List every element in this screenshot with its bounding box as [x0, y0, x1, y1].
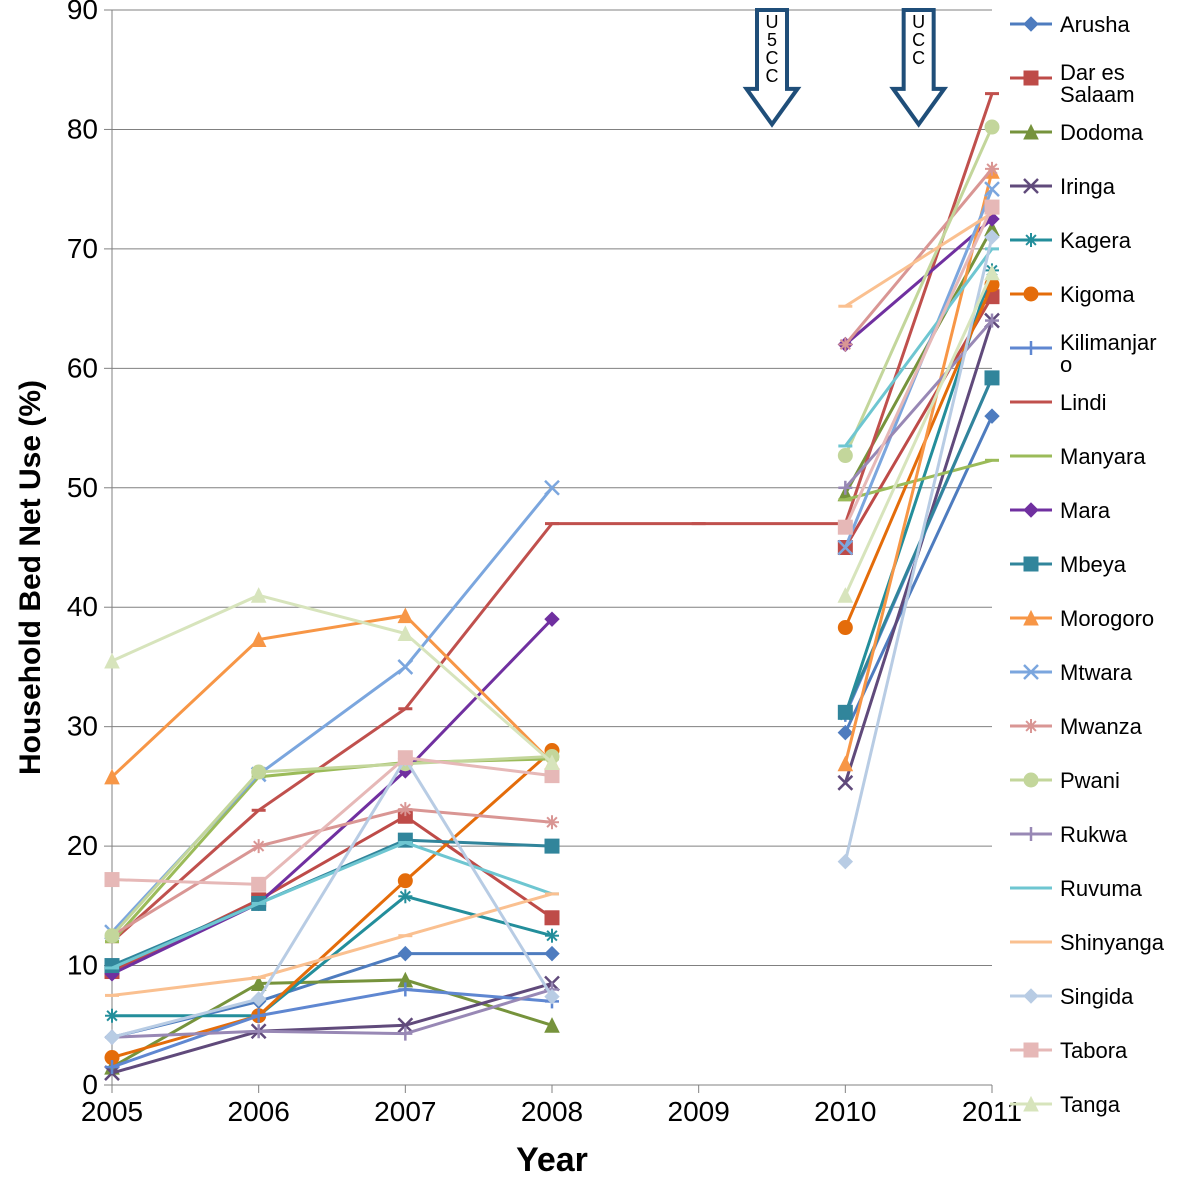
marker [985, 120, 999, 134]
legend-label: Iringa [1060, 174, 1116, 199]
legend-item: Manyara [1010, 444, 1146, 469]
x-tick-label: 2006 [228, 1096, 290, 1127]
legend-item: Singida [1010, 984, 1134, 1009]
arrow-label-char: U [766, 12, 779, 32]
x-tick-label: 2011 [962, 1096, 1022, 1127]
marker [252, 765, 266, 779]
legend-item: Mtwara [1010, 660, 1133, 685]
legend-item: Kagera [1010, 228, 1132, 253]
marker [545, 769, 559, 783]
legend-item: Mbeya [1010, 552, 1127, 577]
arrow-label-char: 5 [767, 30, 777, 50]
marker [1024, 557, 1038, 571]
legend-item: Dodoma [1010, 120, 1144, 145]
legend-item: Shinyanga [1010, 930, 1165, 955]
legend-item: Arusha [1010, 12, 1130, 37]
legend-label: Dodoma [1060, 120, 1144, 145]
legend-label: Tanga [1060, 1092, 1121, 1117]
legend-item: Kigoma [1010, 282, 1135, 307]
arrow-label-char: U [912, 12, 925, 32]
legend-item: Ruvuma [1010, 876, 1143, 901]
y-tick-label: 50 [67, 472, 98, 503]
legend-item: Rukwa [1010, 822, 1128, 847]
marker [1024, 71, 1038, 85]
legend-label: Singida [1060, 984, 1134, 1009]
arrow-label-char: C [766, 66, 779, 86]
legend-label: Arusha [1060, 12, 1130, 37]
marker [1024, 503, 1038, 517]
x-tick-label: 2009 [668, 1096, 730, 1127]
y-tick-label: 20 [67, 830, 98, 861]
marker [838, 449, 852, 463]
marker [105, 929, 119, 943]
legend-item: Mwanza [1010, 714, 1143, 739]
x-tick-label: 2007 [374, 1096, 436, 1127]
arrow-label-char: C [912, 30, 925, 50]
legend-item: Tabora [1010, 1038, 1128, 1063]
legend-label: Salaam [1060, 82, 1135, 107]
legend-label: Rukwa [1060, 822, 1128, 847]
legend-item: Tanga [1010, 1092, 1121, 1117]
legend-label: Tabora [1060, 1038, 1128, 1063]
y-tick-label: 10 [67, 950, 98, 981]
y-tick-label: 90 [67, 0, 98, 25]
y-tick-label: 60 [67, 352, 98, 383]
legend-label: o [1060, 352, 1072, 377]
legend-label: Mbeya [1060, 552, 1127, 577]
legend-label: Kagera [1060, 228, 1132, 253]
x-tick-label: 2008 [521, 1096, 583, 1127]
legend-item: Dar esSalaam [1010, 60, 1135, 107]
legend-item: Mara [1010, 498, 1111, 523]
marker [1024, 773, 1038, 787]
legend-label: Shinyanga [1060, 930, 1165, 955]
y-tick-label: 80 [67, 113, 98, 144]
marker [105, 873, 119, 887]
legend-item: Pwani [1010, 768, 1120, 793]
y-tick-label: 70 [67, 233, 98, 264]
marker [545, 911, 559, 925]
marker [398, 751, 412, 765]
legend-item: Kilimanjaro [1010, 330, 1157, 377]
x-tick-label: 2010 [814, 1096, 876, 1127]
legend-label: Mwanza [1060, 714, 1143, 739]
y-axis-title: Household Bed Net Use (%) [14, 380, 47, 775]
marker [398, 874, 412, 888]
marker [838, 705, 852, 719]
legend-label: Kigoma [1060, 282, 1135, 307]
legend-item: Iringa [1010, 174, 1116, 199]
legend-label: Mara [1060, 498, 1111, 523]
y-tick-label: 40 [67, 591, 98, 622]
marker [545, 839, 559, 853]
legend: Arusha Dar esSalaam Dodoma Iringa Kagera Kigo… [1010, 12, 1165, 1117]
legend-label: Morogoro [1060, 606, 1154, 631]
legend-label: Pwani [1060, 768, 1120, 793]
line-chart: 0102030405060708090200520062007200820092… [0, 0, 1200, 1202]
marker [1024, 1043, 1038, 1057]
marker [985, 371, 999, 385]
marker [985, 200, 999, 214]
legend-label: Kilimanjar [1060, 330, 1157, 355]
legend-item: Lindi [1010, 390, 1106, 415]
arrow-label-char: C [912, 48, 925, 68]
marker [1024, 287, 1038, 301]
legend-label: Mtwara [1060, 660, 1133, 685]
legend-label: Manyara [1060, 444, 1146, 469]
x-tick-label: 2005 [81, 1096, 143, 1127]
arrow-label-char: C [766, 48, 779, 68]
legend-label: Ruvuma [1060, 876, 1143, 901]
legend-label: Lindi [1060, 390, 1106, 415]
marker [838, 520, 852, 534]
chart-container: 0102030405060708090200520062007200820092… [0, 0, 1200, 1202]
marker [1024, 17, 1038, 31]
y-tick-label: 30 [67, 711, 98, 742]
marker [1024, 989, 1038, 1003]
marker [252, 877, 266, 891]
legend-item: Morogoro [1010, 606, 1154, 631]
x-axis-title: Year [516, 1141, 588, 1179]
marker [838, 621, 852, 635]
